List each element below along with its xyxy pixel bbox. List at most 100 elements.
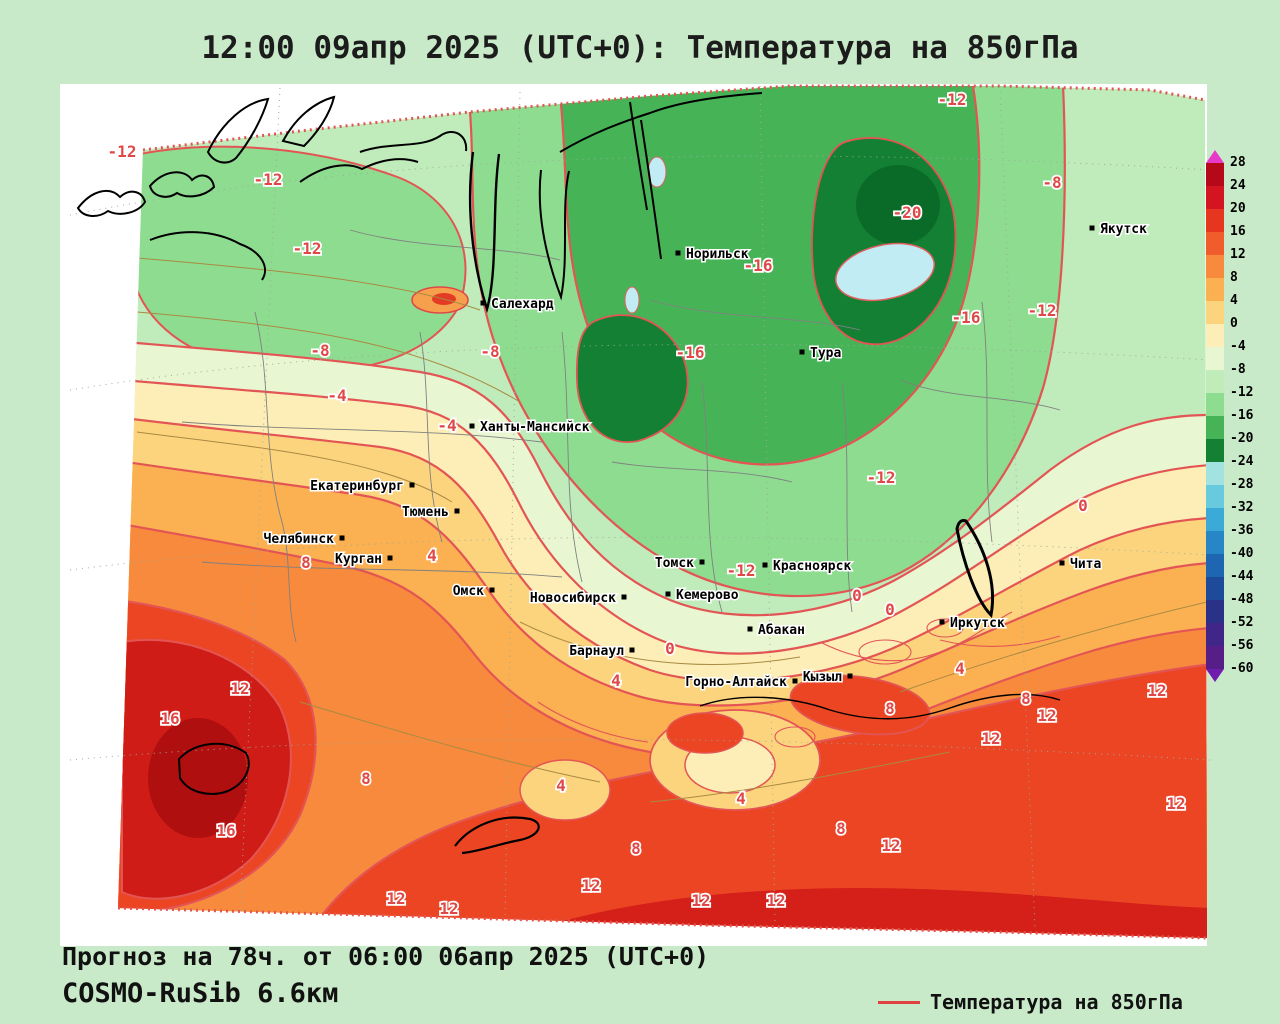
colorbar-value: 20 — [1230, 201, 1246, 216]
colorbar-value: -24 — [1230, 454, 1254, 469]
colorbar-cell — [1206, 347, 1224, 370]
contour-value-label: -8 — [1042, 173, 1061, 192]
colorbar-value: -32 — [1230, 500, 1254, 515]
contour-value-label: -8 — [310, 341, 329, 360]
city-dot — [454, 508, 460, 514]
contour-value-label: 8 — [631, 839, 641, 858]
city-dot — [665, 591, 671, 597]
contour-value-label: -4 — [327, 386, 346, 405]
colorbar-cell — [1206, 186, 1224, 209]
contour-value-label: 12 — [1147, 681, 1166, 700]
contour-value-label: 12 — [881, 836, 900, 855]
colorbar-cell — [1206, 623, 1224, 646]
colorbar-cell — [1206, 485, 1224, 508]
colorbar-cell — [1206, 324, 1224, 347]
colorbar-value: -8 — [1230, 362, 1246, 377]
contour-value-label: -12 — [727, 561, 756, 580]
city-label: Томск — [655, 556, 694, 571]
contour-value-label: 16 — [160, 709, 179, 728]
contour-value-label: -12 — [108, 142, 137, 161]
city-marker: Иркутск — [939, 615, 1006, 633]
colorbar-cell — [1206, 301, 1224, 324]
city-dot — [799, 349, 805, 355]
colorbar-value: -36 — [1230, 523, 1254, 538]
colorbar-cell — [1206, 278, 1224, 301]
colorbar-cell — [1206, 577, 1224, 600]
colorbar-value: -52 — [1230, 615, 1254, 630]
field-zone-coldest-core — [856, 165, 940, 245]
contour-value-label: -12 — [867, 468, 896, 487]
colorbar-value: 0 — [1230, 316, 1238, 331]
contour-value-label: 12 — [230, 679, 249, 698]
city-marker: Чита — [1059, 556, 1103, 574]
city-marker: Ханты-Мансийск — [469, 419, 591, 437]
contour-value-label: 12 — [386, 889, 405, 908]
contour-value-label: -16 — [952, 308, 981, 327]
city-marker: Курган — [334, 551, 393, 569]
colorbar-cell — [1206, 439, 1224, 462]
colorbar-value: -48 — [1230, 592, 1254, 607]
city-dot — [629, 647, 635, 653]
city-dot — [489, 587, 495, 593]
city-label: Горно-Алтайск — [685, 675, 787, 690]
city-label: Иркутск — [950, 616, 1005, 631]
city-marker: Норильск — [675, 246, 750, 264]
contour-value-label: -16 — [676, 343, 705, 362]
forecast-info: Прогноз на 78ч. от 06:00 06апр 2025 (UTC… — [62, 942, 710, 971]
colorbar-cell — [1206, 393, 1224, 416]
colorbar-value: -16 — [1230, 408, 1254, 423]
contour-value-label: 8 — [836, 819, 846, 838]
colorbar-cell — [1206, 600, 1224, 623]
city-dot — [621, 594, 627, 600]
city-label: Омск — [453, 584, 484, 599]
city-marker: Новосибирск — [528, 590, 627, 608]
lake-baikal-outline — [955, 519, 995, 619]
colorbar-value: 24 — [1230, 178, 1246, 193]
city-label: Курган — [335, 552, 382, 567]
city-dot — [762, 562, 768, 568]
contour-value-label: 4 — [611, 671, 621, 690]
region-edge-hatch-bottom — [117, 906, 1208, 940]
city-label: Челябинск — [264, 532, 335, 547]
legend-line-sample — [878, 1000, 920, 1004]
contour-value-label: 0 — [885, 600, 895, 619]
colorbar-value: -56 — [1230, 638, 1254, 653]
colorbar-cell — [1206, 554, 1224, 577]
colorbar-value: 16 — [1230, 224, 1246, 239]
colorbar-cell — [1206, 163, 1224, 186]
city-label: Кызыл — [803, 670, 842, 685]
contour-value-label: 12 — [1166, 794, 1185, 813]
contour-value-label: 8 — [361, 769, 371, 788]
city-dot — [675, 250, 681, 256]
contour-value-label: -12 — [1028, 301, 1057, 320]
contour-value-label: 12 — [581, 876, 600, 895]
cities: Норильск Якутск Салехард Тура Ханты-Мансийск… — [262, 221, 1149, 692]
city-label: Тура — [810, 346, 841, 361]
contour-value-label: 4 — [736, 789, 746, 808]
temperature-field — [118, 86, 1207, 938]
colorbar-value: -12 — [1230, 385, 1254, 400]
colorbar-value: -28 — [1230, 477, 1254, 492]
city-dot — [387, 555, 393, 561]
city-marker: Екатеринбург — [309, 478, 415, 496]
field-cool-pocket — [519, 759, 611, 821]
colorbar-cell — [1206, 508, 1224, 531]
colorbar-cell — [1206, 531, 1224, 554]
temperature-colorbar: 28 24 20 16 12 8 4 0 -4 -8 -12 -16 -20 -24 -28 -32 -36 -4… — [1206, 150, 1276, 682]
model-info: COSMO-RuSib 6.6км — [62, 978, 339, 1009]
city-dot — [409, 482, 415, 488]
city-marker: Челябинск — [262, 531, 345, 549]
contour-value-label: -20 — [893, 203, 922, 222]
city-dot — [1089, 225, 1095, 231]
colorbar-labels: 28 24 20 16 12 8 4 0 -4 -8 -12 -16 -20 -24 -28 -32 -36 -4… — [1230, 155, 1274, 676]
map-legend: Температура на 850гПа — [878, 990, 1183, 1014]
city-dot — [792, 678, 798, 684]
city-marker: Салехард — [480, 296, 555, 314]
contour-value-label: -12 — [938, 90, 967, 109]
colorbar-value: 4 — [1230, 293, 1238, 308]
colorbar-cell — [1206, 209, 1224, 232]
field-zone-warm-core — [148, 718, 248, 838]
contour-value-label: 12 — [1037, 706, 1056, 725]
